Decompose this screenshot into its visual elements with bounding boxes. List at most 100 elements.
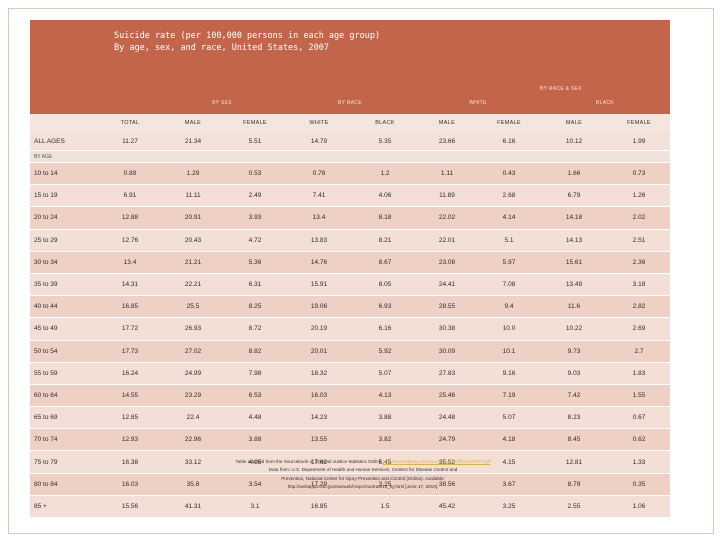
table-cell: 7.98 — [226, 362, 284, 385]
table-cell: 18.32 — [284, 362, 354, 385]
table-cell: 12.76 — [100, 229, 160, 252]
table-cell: 9.16 — [478, 362, 540, 385]
table-cell: 10.1 — [478, 340, 540, 363]
table-cell: 14.79 — [284, 132, 354, 151]
table-cell: 17.72 — [100, 317, 160, 341]
table-cell: 24.99 — [160, 362, 226, 385]
table-cell: 3.82 — [354, 428, 416, 452]
table-row: 35 to 39 14.31 22.21 6.31 15.91 8.05 24.41 7.08… — [30, 273, 671, 297]
table-cell: 23.29 — [160, 384, 226, 408]
column-header: MALE — [540, 114, 608, 132]
age-group-label: 15 to 19 — [30, 184, 100, 208]
table-cell: 3.1 — [226, 495, 284, 519]
table-cell: 9.73 — [540, 340, 608, 363]
table-cell: 15.91 — [284, 273, 354, 297]
age-group-label: 50 to 54 — [30, 340, 100, 363]
table-cell: 9.4 — [478, 295, 540, 319]
table-cell: 8.25 — [226, 295, 284, 319]
footnote-source: Table adapted from the Sourcebook of Cri… — [235, 459, 382, 464]
table-cell: 2.49 — [226, 184, 284, 208]
table-cell: 38.56 — [416, 473, 478, 496]
table-cell: 17.29 — [284, 473, 354, 496]
age-group-label: 30 to 34 — [30, 251, 100, 274]
column-header: TOTAL — [100, 114, 160, 132]
table-row: 65 to 69 12.85 22.4 4.48 14.23 3.88 24.48 5.07 8… — [30, 406, 671, 430]
table-cell: 0.67 — [608, 406, 671, 430]
table-row: 45 to 49 17.72 26.93 8.72 20.19 6.16 30.38 10.0… — [30, 317, 671, 341]
table-cell: 15.61 — [540, 251, 608, 274]
table-cell: 1.33 — [608, 450, 671, 474]
table-cell: 11.89 — [416, 184, 478, 208]
slide: Suicide rate (per 100,000 persons in eac… — [30, 20, 671, 519]
table-row: 30 to 34 13.4 21.21 5.36 14.76 8.67 23.08 5.97 1… — [30, 251, 671, 274]
age-group-label: 25 to 29 — [30, 229, 100, 252]
table-cell: 2.7 — [608, 340, 671, 363]
footnote-line: Data from: U.S. Department of Health and… — [268, 467, 458, 473]
footnote-line: http://webappa.cdc.gov/sasweb/ncipc/mort… — [287, 484, 439, 490]
table-row: 55 to 59 16.24 24.99 7.98 18.32 5.07 27.83 9.16… — [30, 362, 671, 385]
table-cell: 0.89 — [100, 162, 160, 186]
row-label: ALL AGES — [30, 132, 100, 151]
table-cell: 5.92 — [354, 340, 416, 363]
table-cell: 7.42 — [540, 384, 608, 408]
table-cell: 1.11 — [416, 162, 478, 186]
column-header: WHITE — [284, 114, 354, 132]
table-cell: 21.21 — [160, 251, 226, 274]
table-cell: 30.38 — [416, 317, 478, 341]
age-group-label: 55 to 59 — [30, 362, 100, 385]
table-cell: 6.31 — [226, 273, 284, 297]
table-cell: 5.36 — [226, 251, 284, 274]
table-cell: 2.36 — [608, 251, 671, 274]
header-by-sex: BY SEX — [160, 92, 284, 114]
header-row-subgroups: BY SEX BY RACE WHITE BLACK — [30, 92, 671, 114]
table-cell: 5.51 — [226, 132, 284, 151]
age-group-label: 40 to 44 — [30, 295, 100, 319]
table-cell: 11.6 — [540, 295, 608, 319]
table-cell: 6.16 — [478, 132, 540, 151]
age-group-label: 85 + — [30, 495, 100, 519]
header-black: BLACK — [540, 92, 671, 114]
table-cell: 12.88 — [100, 206, 160, 230]
age-group-label: 45 to 49 — [30, 317, 100, 341]
table-cell: 14.23 — [284, 406, 354, 430]
table-cell: 0.62 — [608, 428, 671, 452]
table-cell: 1.2 — [354, 162, 416, 186]
age-rows: 10 to 14 0.89 1.29 0.53 0.78 1.2 1.11 0.43 1.66 0… — [30, 162, 671, 519]
table-cell: 7.08 — [478, 273, 540, 297]
table-cell: 0.43 — [478, 162, 540, 186]
by-age-label: BY AGE — [30, 150, 100, 163]
table-cell: 13.83 — [284, 229, 354, 252]
table-cell: 10.12 — [540, 132, 608, 151]
table-row: 70 to 74 12.93 22.96 3.88 13.55 3.82 24.79 4.18… — [30, 428, 671, 452]
table-cell: 6.91 — [100, 184, 160, 208]
source-link[interactable]: http://www.albany.edu/sourcebook/pdf/t31… — [382, 459, 491, 464]
table-cell: 2.02 — [608, 206, 671, 230]
table-cell: 8.45 — [540, 428, 608, 452]
header-row-columns: TOTAL MALE FEMALE WHITE BLACK MALE FEMAL… — [30, 114, 671, 132]
table-cell: 22.01 — [416, 229, 478, 252]
table-cell: 2.69 — [608, 317, 671, 341]
table-cell: 27.02 — [160, 340, 226, 363]
table-cell: 45.42 — [416, 495, 478, 519]
table-cell: 2.51 — [608, 229, 671, 252]
table-cell: 11.11 — [160, 184, 226, 208]
table-cell: 1.06 — [608, 495, 671, 519]
age-group-label: 70 to 74 — [30, 428, 100, 452]
table-cell: 20.43 — [160, 229, 226, 252]
table-cell: 1.5 — [354, 495, 416, 519]
table-cell: 3.25 — [478, 495, 540, 519]
table-subtitle: By age, sex, and race, United States, 20… — [114, 43, 329, 53]
table-cell: 9.03 — [540, 362, 608, 385]
table-cell: 6.79 — [540, 184, 608, 208]
header-by-race-sex: BY RACE & SEX — [540, 78, 671, 92]
all-ages-row: ALL AGES 11.27 21.34 5.51 14.79 5.35 23.… — [30, 132, 671, 151]
column-header: FEMALE — [226, 114, 284, 132]
table-cell: 6.93 — [354, 295, 416, 319]
table-cell: 5.1 — [478, 229, 540, 252]
table-cell: 22.21 — [160, 273, 226, 297]
table-cell: 16.85 — [284, 495, 354, 519]
table-cell: 35.8 — [160, 473, 226, 496]
table-cell: 13.4 — [100, 251, 160, 274]
slide-frame — [8, 8, 714, 534]
table-cell: 7.41 — [284, 184, 354, 208]
